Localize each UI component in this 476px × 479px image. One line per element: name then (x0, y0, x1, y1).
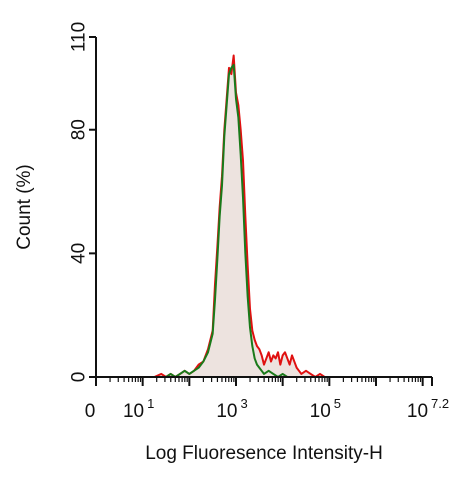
series-1-line (165, 63, 288, 378)
x-tick-label: 10 1 (123, 396, 154, 422)
series-0-area (154, 55, 325, 377)
y-tick-label: 40 (69, 243, 90, 264)
y-axis-ticks: 0 40 80 110 (69, 22, 96, 382)
y-axis-label: Count (%) (14, 164, 35, 250)
y-tick-label: 110 (69, 22, 90, 52)
x-axis-ticks: 0 10 1 10 3 10 5 10 7.2 (85, 377, 449, 422)
x-tick-label: 10 5 (310, 396, 341, 422)
x-tick-label: 0 (85, 401, 96, 422)
y-tick-label: 0 (69, 372, 90, 383)
series-0-line (153, 54, 326, 378)
x-tick-label: 10 3 (216, 396, 247, 422)
y-tick-label: 80 (69, 119, 90, 140)
x-tick-label: 10 7.2 (407, 396, 449, 422)
x-axis-label: Log Fluoresence Intensity-H (145, 443, 383, 464)
plot-area (153, 54, 326, 378)
